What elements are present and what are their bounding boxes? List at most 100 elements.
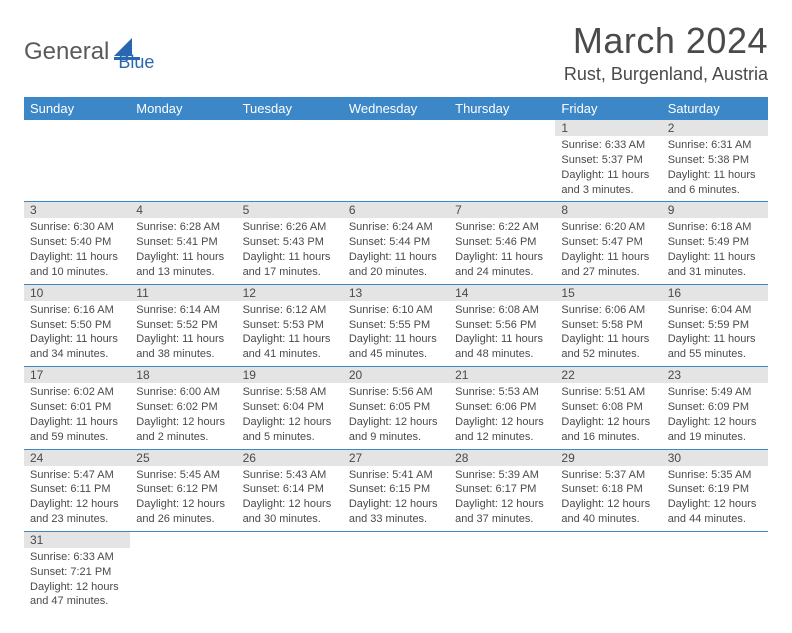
daylight-text-1: Daylight: 11 hours — [455, 250, 549, 265]
sunrise-text: Sunrise: 6:06 AM — [561, 303, 655, 318]
calendar-empty-cell — [662, 531, 768, 613]
sunrise-text: Sunrise: 6:31 AM — [668, 138, 762, 153]
day-number: 31 — [24, 532, 130, 548]
daylight-text-2: and 41 minutes. — [243, 347, 337, 362]
daylight-text-1: Daylight: 12 hours — [455, 415, 549, 430]
calendar-empty-cell — [237, 120, 343, 202]
day-details: Sunrise: 5:35 AMSunset: 6:19 PMDaylight:… — [662, 466, 768, 531]
day-details: Sunrise: 5:39 AMSunset: 6:17 PMDaylight:… — [449, 466, 555, 531]
daylight-text-2: and 30 minutes. — [243, 512, 337, 527]
sunset-text: Sunset: 6:15 PM — [349, 482, 443, 497]
day-number: 7 — [449, 202, 555, 218]
day-details: Sunrise: 6:00 AMSunset: 6:02 PMDaylight:… — [130, 383, 236, 448]
calendar-week-row: 3Sunrise: 6:30 AMSunset: 5:40 PMDaylight… — [24, 202, 768, 284]
day-details: Sunrise: 5:53 AMSunset: 6:06 PMDaylight:… — [449, 383, 555, 448]
calendar-empty-cell — [343, 531, 449, 613]
daylight-text-2: and 23 minutes. — [30, 512, 124, 527]
calendar-day-cell: 13Sunrise: 6:10 AMSunset: 5:55 PMDayligh… — [343, 284, 449, 366]
daylight-text-2: and 9 minutes. — [349, 430, 443, 445]
sunset-text: Sunset: 6:09 PM — [668, 400, 762, 415]
calendar-day-cell: 28Sunrise: 5:39 AMSunset: 6:17 PMDayligh… — [449, 449, 555, 531]
calendar-day-cell: 16Sunrise: 6:04 AMSunset: 5:59 PMDayligh… — [662, 284, 768, 366]
sunset-text: Sunset: 6:08 PM — [561, 400, 655, 415]
daylight-text-1: Daylight: 12 hours — [243, 415, 337, 430]
calendar-empty-cell — [237, 531, 343, 613]
sunrise-text: Sunrise: 6:00 AM — [136, 385, 230, 400]
daylight-text-2: and 24 minutes. — [455, 265, 549, 280]
day-details: Sunrise: 6:14 AMSunset: 5:52 PMDaylight:… — [130, 301, 236, 366]
calendar-empty-cell — [449, 531, 555, 613]
sunset-text: Sunset: 6:18 PM — [561, 482, 655, 497]
daylight-text-2: and 45 minutes. — [349, 347, 443, 362]
daylight-text-2: and 6 minutes. — [668, 183, 762, 198]
calendar-day-cell: 18Sunrise: 6:00 AMSunset: 6:02 PMDayligh… — [130, 367, 236, 449]
day-details: Sunrise: 6:28 AMSunset: 5:41 PMDaylight:… — [130, 218, 236, 283]
day-number: 16 — [662, 285, 768, 301]
day-details: Sunrise: 6:08 AMSunset: 5:56 PMDaylight:… — [449, 301, 555, 366]
day-number: 5 — [237, 202, 343, 218]
day-details: Sunrise: 6:18 AMSunset: 5:49 PMDaylight:… — [662, 218, 768, 283]
weekday-header: Sunday — [24, 97, 130, 120]
day-details: Sunrise: 5:37 AMSunset: 6:18 PMDaylight:… — [555, 466, 661, 531]
sunset-text: Sunset: 5:46 PM — [455, 235, 549, 250]
calendar-day-cell: 19Sunrise: 5:58 AMSunset: 6:04 PMDayligh… — [237, 367, 343, 449]
calendar-day-cell: 1Sunrise: 6:33 AMSunset: 5:37 PMDaylight… — [555, 120, 661, 202]
month-title: March 2024 — [564, 20, 768, 62]
day-number: 23 — [662, 367, 768, 383]
daylight-text-1: Daylight: 11 hours — [136, 250, 230, 265]
day-number: 19 — [237, 367, 343, 383]
daylight-text-2: and 59 minutes. — [30, 430, 124, 445]
weekday-header: Friday — [555, 97, 661, 120]
calendar-day-cell: 26Sunrise: 5:43 AMSunset: 6:14 PMDayligh… — [237, 449, 343, 531]
daylight-text-1: Daylight: 12 hours — [561, 415, 655, 430]
daylight-text-2: and 12 minutes. — [455, 430, 549, 445]
daylight-text-1: Daylight: 12 hours — [349, 497, 443, 512]
day-details: Sunrise: 6:31 AMSunset: 5:38 PMDaylight:… — [662, 136, 768, 201]
day-details: Sunrise: 6:02 AMSunset: 6:01 PMDaylight:… — [24, 383, 130, 448]
daylight-text-1: Daylight: 11 hours — [455, 332, 549, 347]
day-number: 1 — [555, 120, 661, 136]
calendar-day-cell: 24Sunrise: 5:47 AMSunset: 6:11 PMDayligh… — [24, 449, 130, 531]
day-number: 26 — [237, 450, 343, 466]
day-details: Sunrise: 6:04 AMSunset: 5:59 PMDaylight:… — [662, 301, 768, 366]
sunrise-text: Sunrise: 6:28 AM — [136, 220, 230, 235]
sunrise-text: Sunrise: 6:18 AM — [668, 220, 762, 235]
logo-text-general: General — [24, 38, 109, 66]
calendar-empty-cell — [130, 120, 236, 202]
day-details: Sunrise: 6:22 AMSunset: 5:46 PMDaylight:… — [449, 218, 555, 283]
sunrise-text: Sunrise: 6:16 AM — [30, 303, 124, 318]
daylight-text-1: Daylight: 12 hours — [455, 497, 549, 512]
calendar-day-cell: 4Sunrise: 6:28 AMSunset: 5:41 PMDaylight… — [130, 202, 236, 284]
sunrise-text: Sunrise: 5:53 AM — [455, 385, 549, 400]
sunset-text: Sunset: 6:01 PM — [30, 400, 124, 415]
sunset-text: Sunset: 5:43 PM — [243, 235, 337, 250]
sunset-text: Sunset: 5:55 PM — [349, 318, 443, 333]
sunset-text: Sunset: 6:19 PM — [668, 482, 762, 497]
day-number: 22 — [555, 367, 661, 383]
sunrise-text: Sunrise: 5:41 AM — [349, 468, 443, 483]
calendar-day-cell: 30Sunrise: 5:35 AMSunset: 6:19 PMDayligh… — [662, 449, 768, 531]
daylight-text-2: and 19 minutes. — [668, 430, 762, 445]
daylight-text-2: and 3 minutes. — [561, 183, 655, 198]
sunrise-text: Sunrise: 6:10 AM — [349, 303, 443, 318]
calendar-day-cell: 20Sunrise: 5:56 AMSunset: 6:05 PMDayligh… — [343, 367, 449, 449]
daylight-text-2: and 38 minutes. — [136, 347, 230, 362]
daylight-text-1: Daylight: 11 hours — [243, 250, 337, 265]
sunrise-text: Sunrise: 6:04 AM — [668, 303, 762, 318]
daylight-text-2: and 16 minutes. — [561, 430, 655, 445]
weekday-header: Wednesday — [343, 97, 449, 120]
calendar-day-cell: 9Sunrise: 6:18 AMSunset: 5:49 PMDaylight… — [662, 202, 768, 284]
daylight-text-1: Daylight: 11 hours — [561, 168, 655, 183]
sunrise-text: Sunrise: 6:24 AM — [349, 220, 443, 235]
day-number: 27 — [343, 450, 449, 466]
day-details: Sunrise: 5:58 AMSunset: 6:04 PMDaylight:… — [237, 383, 343, 448]
calendar-empty-cell — [555, 531, 661, 613]
day-number: 14 — [449, 285, 555, 301]
logo: General Blue — [24, 20, 154, 73]
calendar-empty-cell — [130, 531, 236, 613]
sunset-text: Sunset: 5:56 PM — [455, 318, 549, 333]
daylight-text-2: and 13 minutes. — [136, 265, 230, 280]
daylight-text-2: and 31 minutes. — [668, 265, 762, 280]
day-number: 13 — [343, 285, 449, 301]
calendar-empty-cell — [343, 120, 449, 202]
